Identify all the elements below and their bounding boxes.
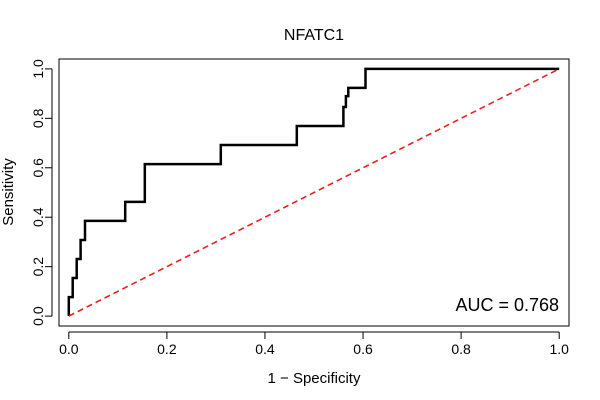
reference-diagonal-line xyxy=(68,68,560,317)
series-group xyxy=(67,67,560,317)
y-tick-label: 0.8 xyxy=(30,108,46,128)
y-tick-label: 0.0 xyxy=(30,306,46,326)
x-axis-label: 1 − Specificity xyxy=(268,370,361,387)
y-tick-label: 1.0 xyxy=(30,59,46,79)
chart-title: NFATC1 xyxy=(284,27,344,44)
y-axis-label: Sensitivity xyxy=(0,158,17,226)
x-tick-label: 1.0 xyxy=(549,341,569,357)
roc-curve-line xyxy=(67,67,560,317)
x-tick-label: 0.8 xyxy=(451,341,471,357)
x-tick-label: 0.2 xyxy=(157,341,177,357)
plot-frame xyxy=(58,58,570,327)
y-tick-label: 0.2 xyxy=(30,257,46,277)
y-tick-label: 0.4 xyxy=(30,207,46,227)
x-tick-label: 0.4 xyxy=(255,341,275,357)
y-axis: 0.0 0.2 0.4 0.6 0.8 1.0 xyxy=(30,59,53,326)
auc-annotation: AUC = 0.768 xyxy=(455,295,559,315)
y-tick-label: 0.6 xyxy=(30,158,46,178)
x-tick-label: 0.0 xyxy=(59,341,79,357)
x-tick-label: 0.6 xyxy=(353,341,373,357)
x-axis: 0.0 0.2 0.4 0.6 0.8 1.0 xyxy=(59,331,569,357)
